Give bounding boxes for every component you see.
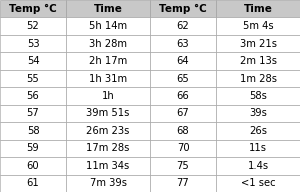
- Text: Time: Time: [94, 4, 122, 14]
- Bar: [0, 105, 66, 122]
- Text: 59: 59: [27, 143, 39, 153]
- Bar: [0, 87, 66, 105]
- Text: 54: 54: [27, 56, 39, 66]
- Bar: [150, 122, 216, 140]
- Bar: [66, 140, 150, 157]
- Bar: [216, 52, 300, 70]
- Bar: [150, 140, 216, 157]
- Text: Temp °C: Temp °C: [159, 4, 207, 14]
- Bar: [216, 105, 300, 122]
- Text: 52: 52: [27, 21, 39, 31]
- Text: Time: Time: [244, 4, 272, 14]
- Text: 56: 56: [27, 91, 39, 101]
- Bar: [0, 157, 66, 175]
- Text: 2m 13s: 2m 13s: [239, 56, 277, 66]
- Text: 58: 58: [27, 126, 39, 136]
- Bar: [216, 17, 300, 35]
- Bar: [0, 122, 66, 140]
- Text: 1h 31m: 1h 31m: [89, 74, 127, 84]
- Bar: [150, 175, 216, 192]
- Bar: [66, 87, 150, 105]
- Bar: [0, 35, 66, 52]
- Bar: [216, 35, 300, 52]
- Text: 64: 64: [177, 56, 189, 66]
- Bar: [216, 140, 300, 157]
- Text: 39s: 39s: [249, 108, 267, 118]
- Bar: [0, 175, 66, 192]
- Bar: [66, 175, 150, 192]
- Text: 61: 61: [27, 178, 39, 188]
- Text: 57: 57: [27, 108, 39, 118]
- Text: 1.4s: 1.4s: [248, 161, 268, 171]
- Bar: [216, 122, 300, 140]
- Bar: [150, 0, 216, 17]
- Bar: [66, 105, 150, 122]
- Bar: [0, 17, 66, 35]
- Text: 11m 34s: 11m 34s: [86, 161, 130, 171]
- Bar: [216, 70, 300, 87]
- Bar: [66, 17, 150, 35]
- Bar: [216, 0, 300, 17]
- Bar: [216, 87, 300, 105]
- Bar: [216, 175, 300, 192]
- Bar: [66, 157, 150, 175]
- Text: 5m 4s: 5m 4s: [243, 21, 273, 31]
- Bar: [150, 35, 216, 52]
- Text: 26m 23s: 26m 23s: [86, 126, 130, 136]
- Bar: [150, 70, 216, 87]
- Bar: [150, 52, 216, 70]
- Text: 55: 55: [27, 74, 39, 84]
- Text: 5h 14m: 5h 14m: [89, 21, 127, 31]
- Text: 7m 39s: 7m 39s: [89, 178, 127, 188]
- Text: 26s: 26s: [249, 126, 267, 136]
- Bar: [66, 0, 150, 17]
- Text: 2h 17m: 2h 17m: [89, 56, 127, 66]
- Bar: [0, 52, 66, 70]
- Text: 70: 70: [177, 143, 189, 153]
- Bar: [66, 52, 150, 70]
- Bar: [150, 157, 216, 175]
- Bar: [0, 70, 66, 87]
- Text: 11s: 11s: [249, 143, 267, 153]
- Text: 53: 53: [27, 39, 39, 49]
- Text: 63: 63: [177, 39, 189, 49]
- Bar: [0, 0, 66, 17]
- Text: 3h 28m: 3h 28m: [89, 39, 127, 49]
- Bar: [0, 140, 66, 157]
- Bar: [66, 122, 150, 140]
- Text: 58s: 58s: [249, 91, 267, 101]
- Text: 65: 65: [177, 74, 189, 84]
- Text: 62: 62: [177, 21, 189, 31]
- Bar: [66, 35, 150, 52]
- Text: 17m 28s: 17m 28s: [86, 143, 130, 153]
- Text: 75: 75: [177, 161, 189, 171]
- Text: 66: 66: [177, 91, 189, 101]
- Bar: [150, 105, 216, 122]
- Bar: [150, 87, 216, 105]
- Text: 77: 77: [177, 178, 189, 188]
- Text: 68: 68: [177, 126, 189, 136]
- Text: <1 sec: <1 sec: [241, 178, 275, 188]
- Text: 39m 51s: 39m 51s: [86, 108, 130, 118]
- Bar: [216, 157, 300, 175]
- Text: 60: 60: [27, 161, 39, 171]
- Bar: [66, 70, 150, 87]
- Text: 1m 28s: 1m 28s: [239, 74, 277, 84]
- Text: 3m 21s: 3m 21s: [239, 39, 277, 49]
- Text: Temp °C: Temp °C: [9, 4, 57, 14]
- Bar: [150, 17, 216, 35]
- Text: 67: 67: [177, 108, 189, 118]
- Text: 1h: 1h: [102, 91, 114, 101]
